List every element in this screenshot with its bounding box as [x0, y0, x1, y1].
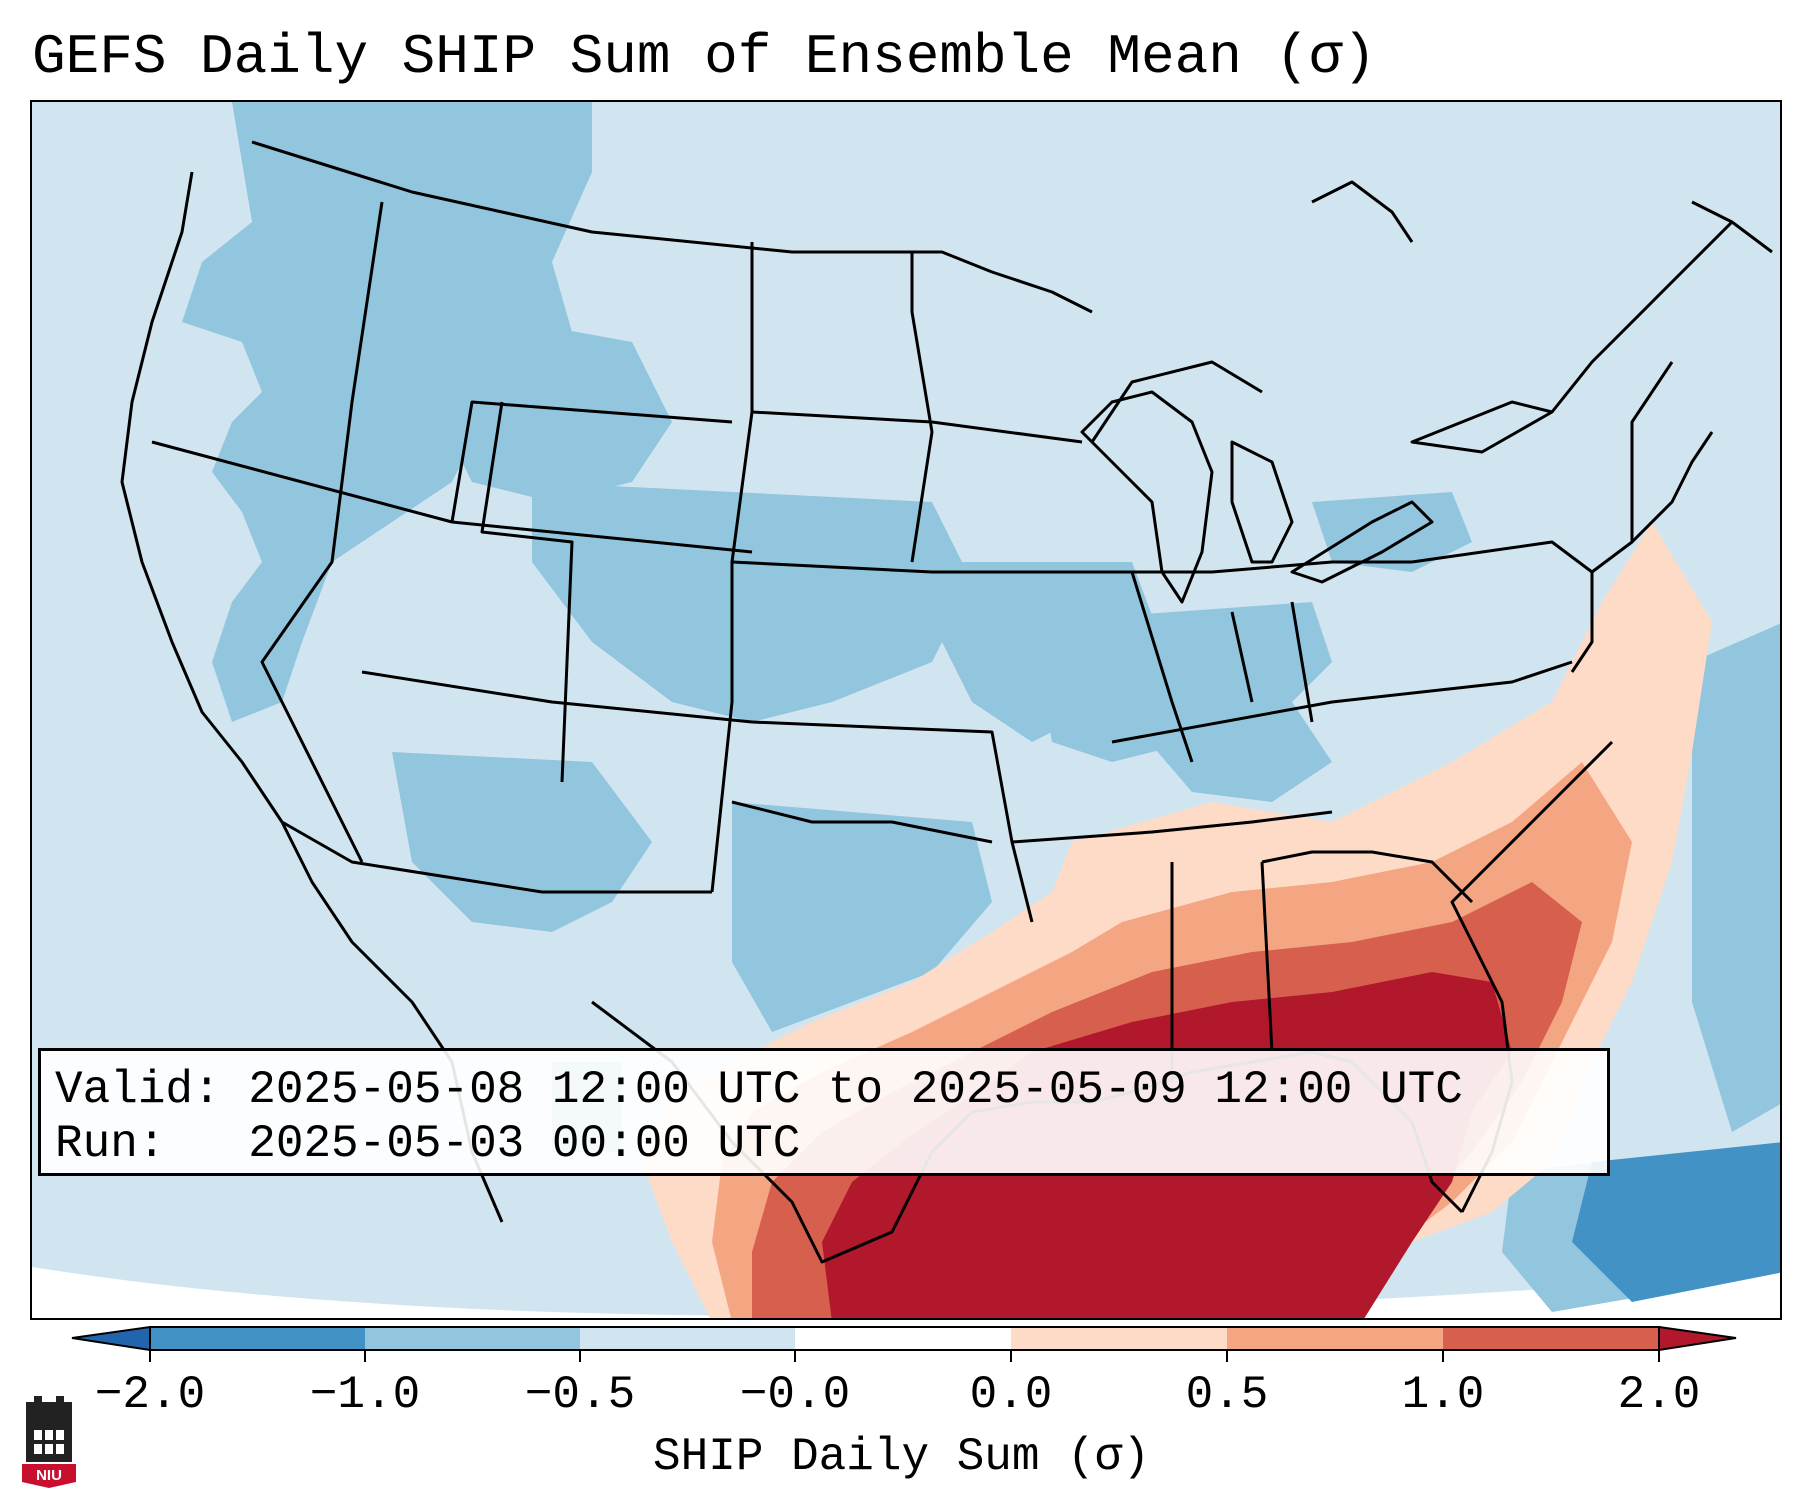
colorbar-tick-label: −1.0: [309, 1369, 421, 1421]
validity-info-box: Valid: 2025-05-08 12:00 UTC to 2025-05-0…: [38, 1048, 1610, 1176]
colorbar-tick-label: −0.5: [524, 1369, 636, 1421]
colorbar-segment: [580, 1327, 795, 1350]
colorbar-tick-label: −0.0: [739, 1369, 851, 1421]
colorbar-segment: [1011, 1327, 1227, 1350]
colorbar-tick-label: 0.0: [969, 1369, 1053, 1421]
colorbar-tick-label: 0.5: [1185, 1369, 1269, 1421]
colorbar: [71, 1325, 1737, 1362]
colorbar-label: SHIP Daily Sum (σ): [653, 1431, 1150, 1483]
colorbar-tick-label: 2.0: [1617, 1369, 1701, 1421]
colorbar-tick-label: −2.0: [94, 1369, 206, 1421]
run-time-text: Run: 2025-05-03 00:00 UTC: [55, 1118, 801, 1170]
colorbar-segment: [1443, 1327, 1659, 1350]
valid-time-text: Valid: 2025-05-08 12:00 UTC to 2025-05-0…: [55, 1064, 1463, 1116]
colorbar-outline: [149, 1326, 1660, 1351]
colorbar-segment: [795, 1327, 1011, 1350]
niu-logo: NIU: [22, 1396, 76, 1488]
colorbar-over-triangle: [1658, 1325, 1737, 1352]
colorbar-under-triangle: [71, 1325, 151, 1352]
svg-text:NIU: NIU: [36, 1467, 62, 1484]
colorbar-tick-label: 1.0: [1401, 1369, 1485, 1421]
colorbar-segment: [365, 1327, 580, 1350]
colorbar-segment: [150, 1327, 365, 1350]
colorbar-ticks: [149, 1350, 1660, 1362]
strong-negative-field: [1572, 1142, 1780, 1302]
chart-title: GEFS Daily SHIP Sum of Ensemble Mean (σ): [32, 25, 1377, 89]
colorbar-segment: [1227, 1327, 1443, 1350]
